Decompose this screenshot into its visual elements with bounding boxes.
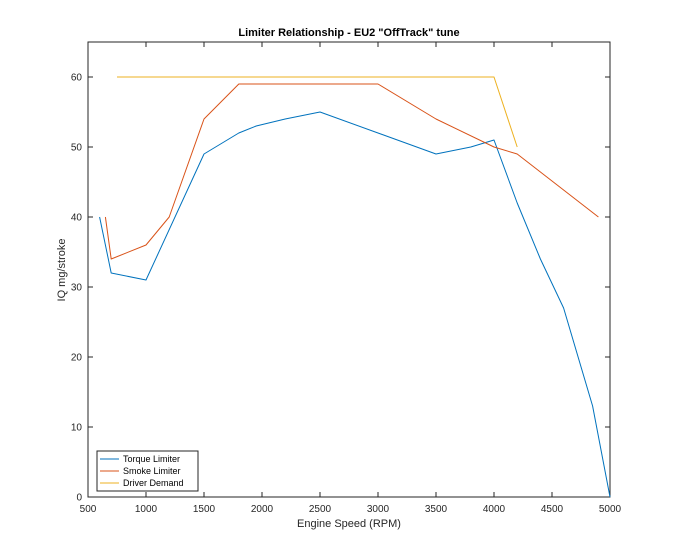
y-tick-label: 10 <box>71 423 83 434</box>
x-tick-label: 4000 <box>483 504 506 515</box>
chart-title: Limiter Relationship - EU2 "OffTrack" tu… <box>238 27 459 39</box>
x-tick-label: 5000 <box>599 504 622 515</box>
x-tick-label: 2500 <box>309 504 332 515</box>
axes-box <box>87 41 611 498</box>
y-tick-label: 60 <box>71 73 83 84</box>
y-tick-label: 0 <box>76 493 82 504</box>
y-tick-label: 50 <box>71 143 83 154</box>
x-tick-label: 1000 <box>135 504 158 515</box>
x-tick-label: 2000 <box>251 504 274 515</box>
y-tick-label: 30 <box>71 283 83 294</box>
y-tick-label: 40 <box>71 213 83 224</box>
legend-label-driver-demand: Driver Demand <box>123 478 184 488</box>
x-tick-label: 3500 <box>425 504 448 515</box>
series-line-driver-demand <box>117 76 518 148</box>
x-tick-label: 500 <box>80 504 97 515</box>
series-line-smoke-limiter <box>104 83 599 260</box>
y-tick-label: 20 <box>71 353 83 364</box>
series-line-torque-limiter <box>99 111 611 498</box>
legend-label-smoke-limiter: Smoke Limiter <box>123 466 181 476</box>
x-axis-label: Engine Speed (RPM) <box>297 518 401 530</box>
y-axis-label: IQ mg/stroke <box>56 239 68 302</box>
plot-area: 500 1000 1500 2000 2500 3000 3500 4000 4500 5000 0… <box>71 41 622 515</box>
legend-label-torque-limiter: Torque Limiter <box>123 454 180 464</box>
x-tick-label: 3000 <box>367 504 390 515</box>
x-tick-label: 1500 <box>193 504 216 515</box>
x-tick-label: 4500 <box>541 504 564 515</box>
